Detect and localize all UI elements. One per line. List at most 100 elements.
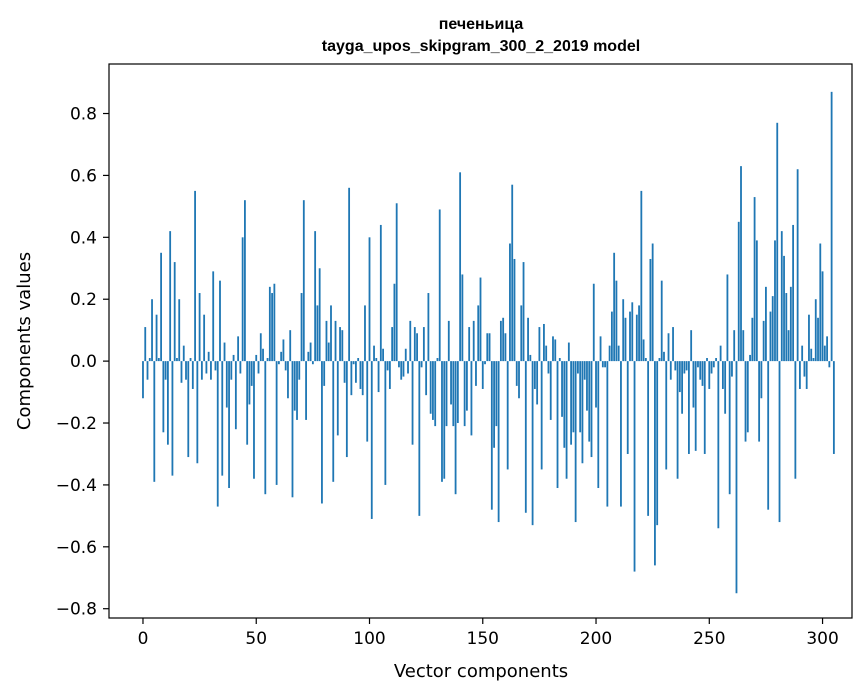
bar [814,299,817,362]
bar [663,351,665,362]
bar [361,361,364,396]
y-tick-label: 0.2 [70,290,97,310]
bar [708,361,711,389]
bar [733,330,736,362]
bar [375,358,378,362]
bar [649,258,652,362]
bar [774,240,776,362]
bar [558,358,561,362]
bar [642,339,645,362]
bar [567,342,570,362]
bar [246,361,249,445]
bar [445,361,448,427]
bar [706,358,708,362]
bar [287,361,289,399]
bar [305,361,307,420]
bar [654,361,656,566]
bar [771,296,774,362]
bar [685,361,688,371]
bar [382,348,384,362]
bar [531,361,534,526]
bar [577,361,579,374]
bar [651,243,654,362]
bar [420,361,423,368]
bar [191,361,194,389]
bar [554,339,557,362]
bar [463,361,466,427]
bar [565,361,568,479]
bar [348,187,351,362]
bar [413,327,416,362]
bar [703,361,706,454]
bar [386,361,389,371]
bar [556,361,559,489]
bar [678,361,681,393]
bar [196,361,199,464]
bar [153,361,156,482]
bar [425,361,428,396]
bar [239,361,242,374]
bar [758,361,761,442]
bar [332,361,335,482]
bar [801,345,804,362]
bar [250,361,253,386]
bar [601,361,604,368]
bar [155,314,158,362]
bar [194,190,196,362]
bar [418,361,421,516]
bar [314,231,317,362]
bar [475,361,477,386]
bar [819,243,822,362]
bar [753,197,756,362]
bar [373,345,375,362]
y-tick-label: −0.8 [56,600,97,620]
bar [817,317,819,362]
bar [715,358,717,362]
bar [391,327,394,362]
bar [536,361,539,405]
bar [293,361,296,411]
y-tick-label: 0.8 [70,105,97,125]
bar [721,361,724,389]
bar [511,184,514,362]
bar [805,361,808,389]
bar [710,361,713,374]
bar [359,361,362,389]
bar [345,361,348,458]
bar [472,320,475,362]
y-tick-label: −0.6 [56,538,97,558]
bar [792,224,795,362]
bar [466,361,468,411]
y-tick-label: 0.6 [70,166,97,186]
bar [665,361,668,470]
bar [776,122,779,362]
bar [570,361,573,445]
bar [341,330,344,362]
bar [737,221,740,362]
bar [450,361,452,405]
bar [692,361,695,408]
bar [160,252,162,362]
bar [644,358,647,362]
bar [178,299,181,362]
bar [549,361,552,420]
bar [563,361,566,448]
bar [538,327,541,362]
bar [180,361,183,383]
bar [613,252,616,362]
bar [785,293,788,362]
bar [524,361,527,513]
bar [255,354,258,362]
bar [728,361,731,495]
bar [185,361,187,380]
bar [357,358,360,362]
bar [404,348,407,362]
bar [393,283,396,362]
bar [751,317,754,362]
bar [203,314,206,362]
bar [506,361,509,470]
bar [398,361,400,368]
bar [323,361,326,386]
bar [810,348,813,362]
